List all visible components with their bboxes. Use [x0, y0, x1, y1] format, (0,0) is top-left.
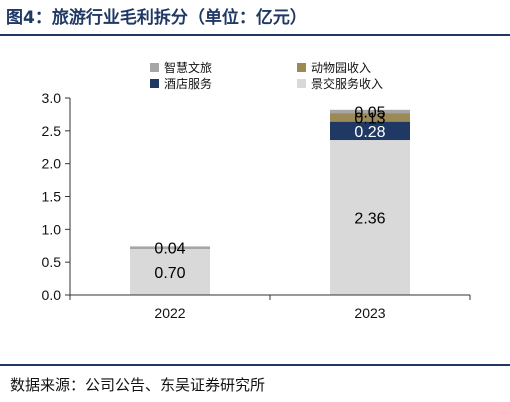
- source-note: 数据来源：公司公告、东吴证券研究所: [10, 376, 266, 394]
- title-divider: [0, 34, 510, 36]
- bar-segment: [130, 246, 210, 250]
- y-tick-label: 0.5: [42, 254, 62, 270]
- bars: 0.70 0.04 2.36 0.280.130.05: [130, 104, 410, 295]
- data-label: 2.36: [354, 211, 385, 228]
- x-axis: 2022 2023: [69, 294, 471, 321]
- data-label: 0.70: [154, 265, 185, 282]
- legend-swatch: [297, 79, 306, 88]
- y-tick-label: 0.0: [42, 287, 62, 303]
- y-axis: 0.0 0.5 1.0 1.5 2.0 2.5 3.0: [42, 90, 71, 303]
- y-tick-label: 2.5: [42, 123, 62, 139]
- legend-swatch: [297, 63, 306, 72]
- data-label: 0.05: [354, 104, 385, 121]
- data-label: 0.13: [354, 110, 385, 127]
- y-tick-label: 1.5: [42, 189, 62, 205]
- y-tick-label: 2.0: [42, 156, 62, 172]
- bar-segment: [330, 109, 410, 114]
- chart-title: 图4：旅游行业毛利拆分（单位：亿元）: [6, 8, 307, 28]
- data-label: 0.04: [154, 241, 185, 258]
- bar-segment: [130, 249, 210, 295]
- data-label: 0.28: [354, 124, 385, 141]
- x-tick-label: 2022: [154, 305, 185, 321]
- y-tick-label: 3.0: [42, 90, 62, 106]
- y-tick-label: 1.0: [42, 221, 62, 237]
- legend-swatch: [150, 79, 159, 88]
- source-divider: [0, 364, 510, 366]
- legend-label: 景交服务收入: [311, 76, 383, 91]
- bar-segment: [330, 121, 410, 141]
- legend-label: 酒店服务: [164, 76, 212, 91]
- bar-segment: [330, 140, 410, 295]
- x-tick-label: 2023: [354, 305, 385, 321]
- legend-label: 动物园收入: [311, 61, 371, 75]
- legend-swatch: [150, 63, 159, 72]
- bar-segment: [330, 113, 410, 122]
- legend-label: 智慧文旅: [164, 60, 212, 75]
